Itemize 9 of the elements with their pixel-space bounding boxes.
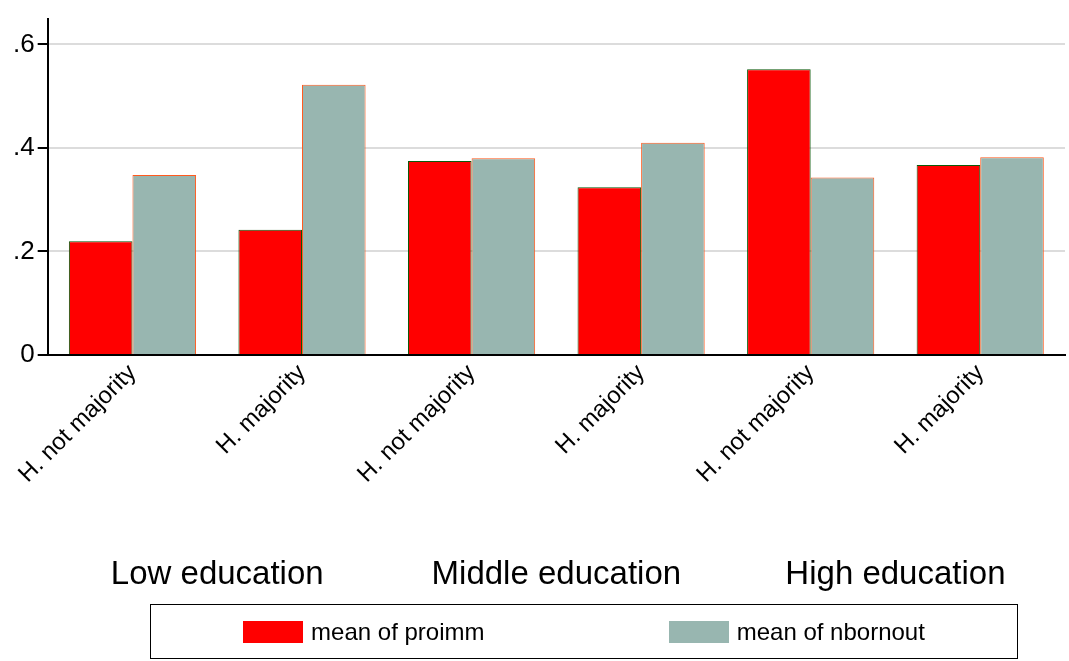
text: Low education bbox=[110, 554, 324, 592]
legend-label: mean of proimm bbox=[311, 617, 485, 646]
text: Middle education bbox=[431, 554, 682, 592]
y-tick-label: .2 bbox=[13, 234, 35, 265]
y-tick-label: .6 bbox=[13, 27, 35, 58]
y-tick-label: .4 bbox=[13, 131, 35, 162]
text: High education bbox=[785, 554, 1006, 592]
legend-label: mean of nbornout bbox=[736, 617, 925, 646]
y-tick-label: 0 bbox=[20, 338, 35, 369]
